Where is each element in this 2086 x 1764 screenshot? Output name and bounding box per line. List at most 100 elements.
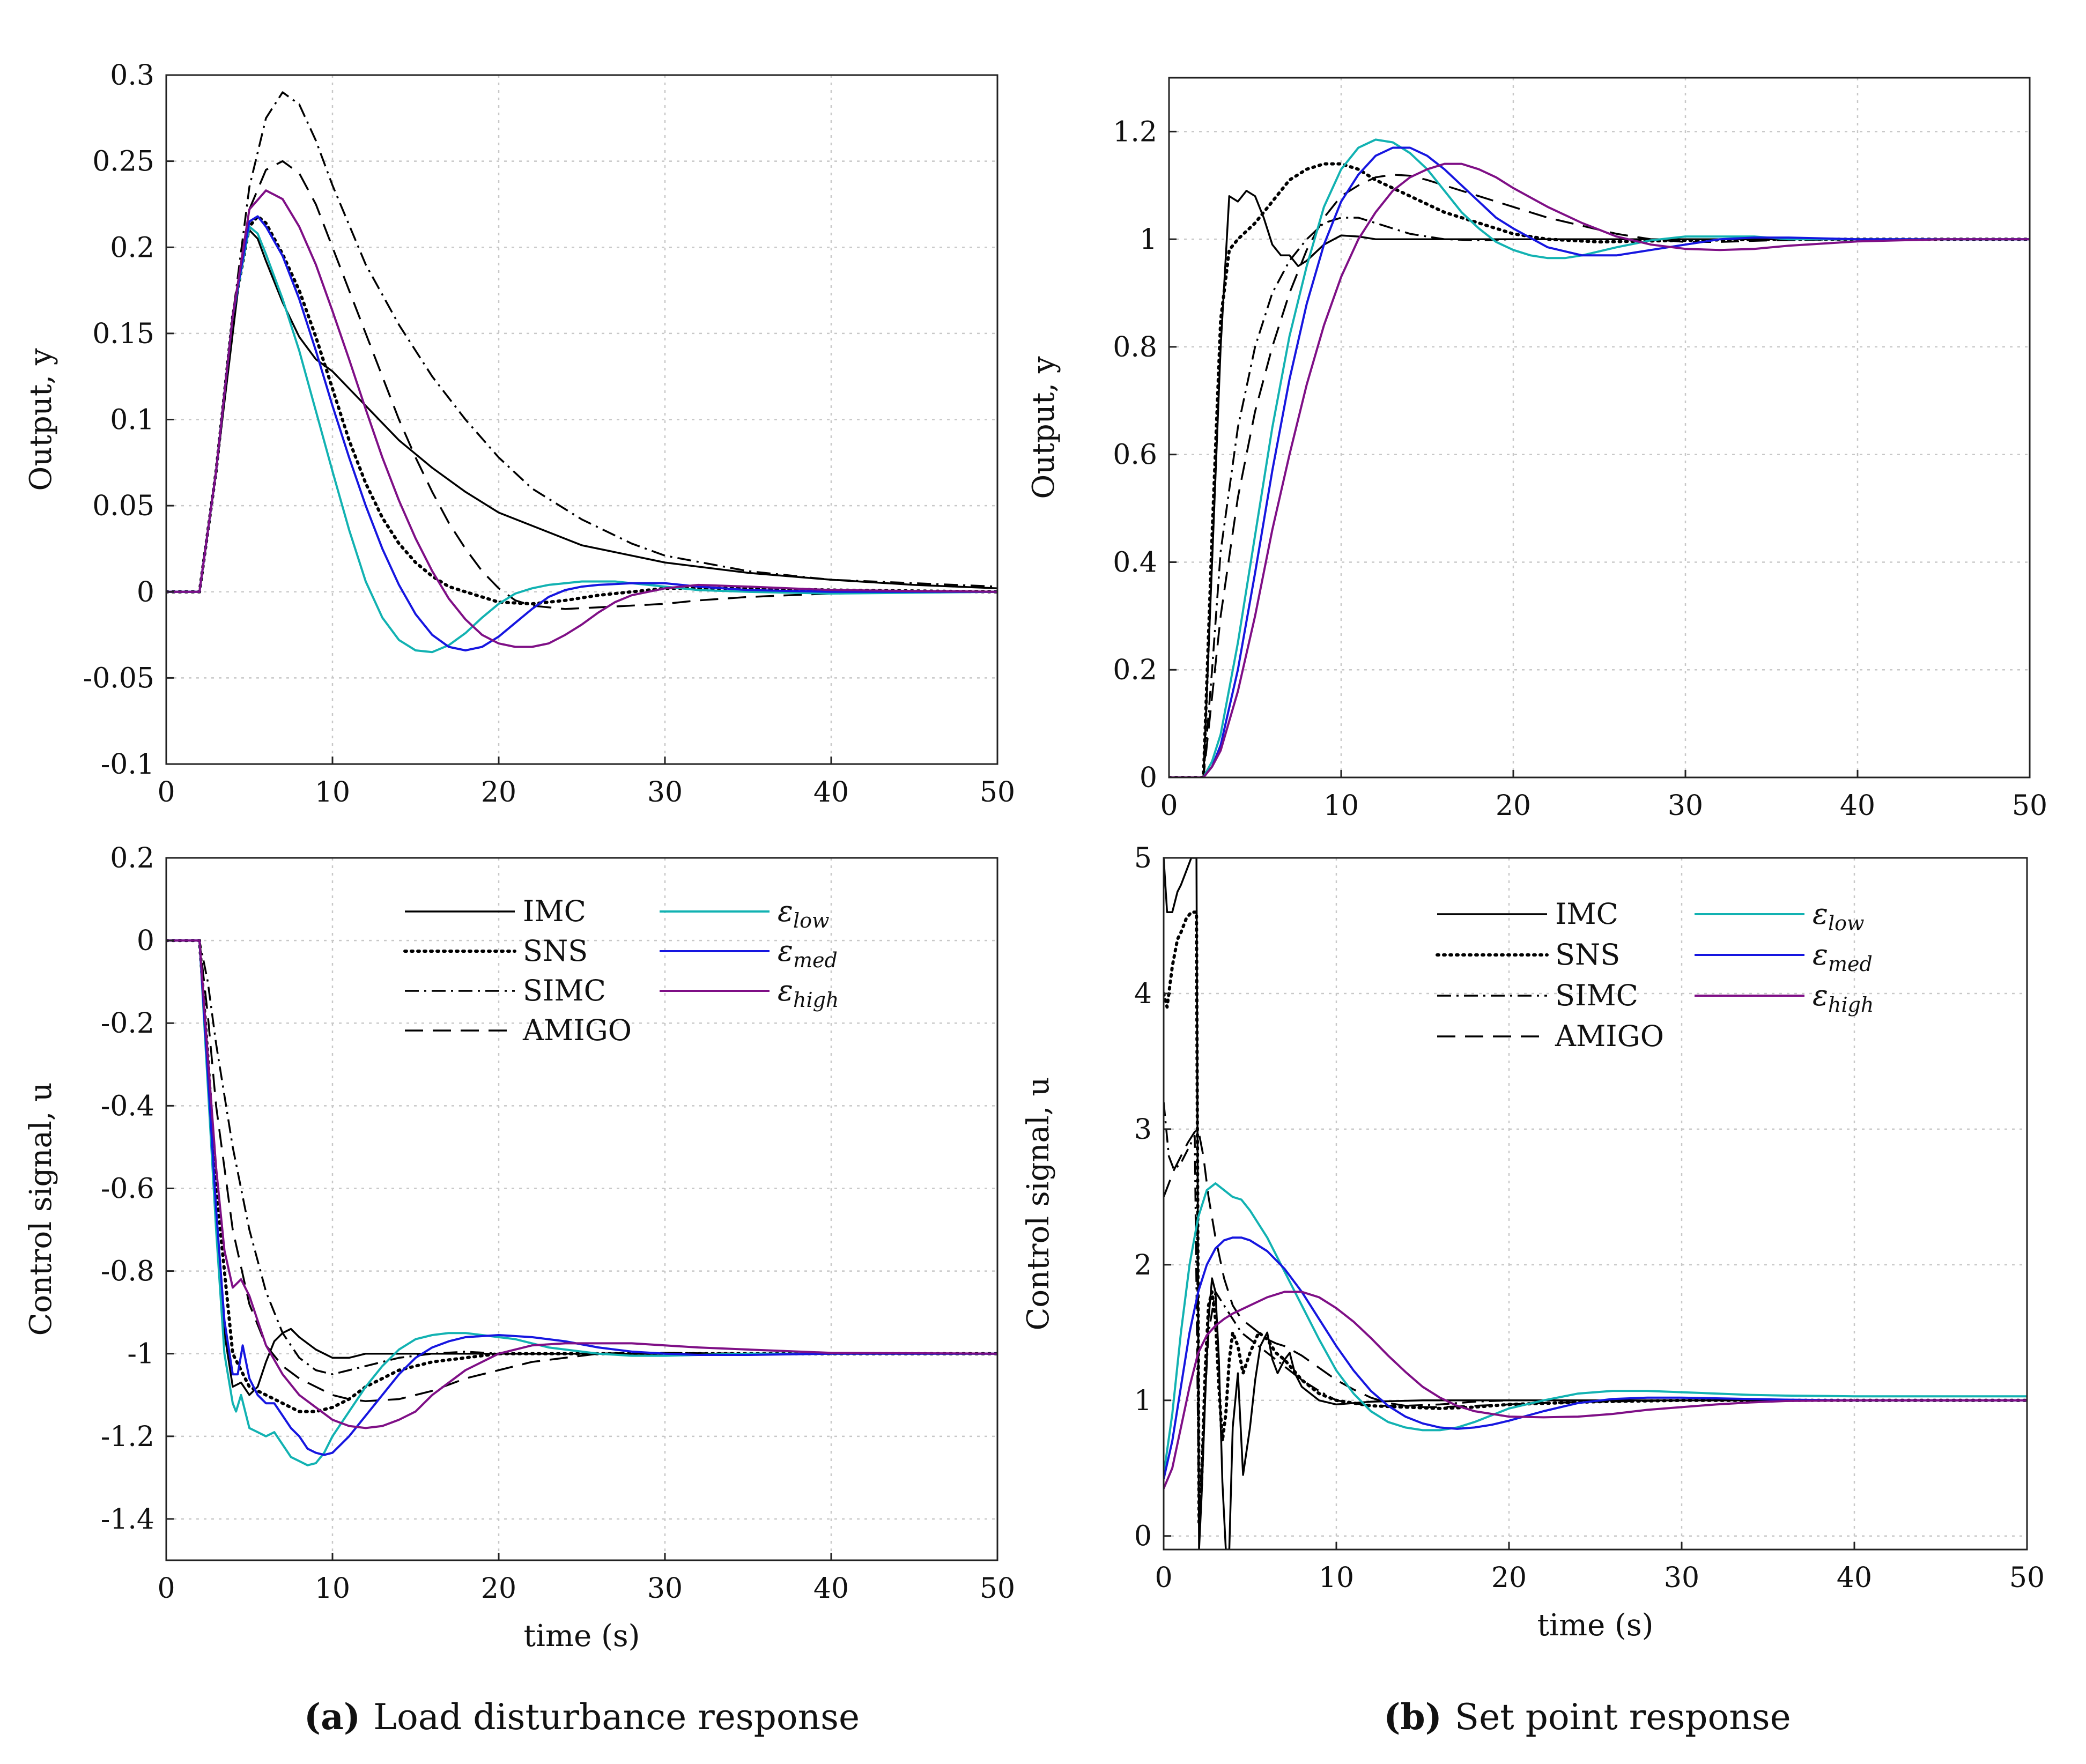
x-axis-label: time (s) [524, 1619, 640, 1654]
caption-b: (b) Set point response [1384, 1696, 1791, 1738]
y-tick-label: 0 [1140, 762, 1157, 794]
x-tick-label: 10 [1319, 1562, 1354, 1594]
y-tick-label: 0.8 [1113, 331, 1157, 364]
y-tick-label: -1.2 [101, 1421, 154, 1453]
x-tick-label: 30 [647, 1573, 683, 1605]
y-tick-label: -0.05 [83, 662, 154, 694]
series-line-low [166, 225, 997, 654]
series-line-high [1169, 162, 2030, 777]
y-tick-label: -1 [127, 1338, 154, 1370]
series-line-amigo [1169, 173, 2030, 777]
y-tick-label: 1.2 [1113, 116, 1157, 148]
y-axis-label: Output, y [1026, 356, 1061, 499]
y-tick-label: 1 [1134, 1385, 1152, 1417]
y-tick-label: 4 [1134, 978, 1152, 1010]
legend-label-imc: IMC [523, 894, 586, 928]
tick-labels: 0 10 20 30 40 50 0 0.2 0.4 0.6 0.8 1 1.2 [1113, 116, 2047, 822]
series-line-sns [1169, 162, 2030, 777]
x-tick-label: 50 [980, 1573, 1015, 1605]
x-tick-label: 40 [1840, 790, 1875, 822]
series-line-imc [166, 939, 997, 1396]
y-tick-label: -1.4 [101, 1503, 154, 1536]
y-tick-label: -0.8 [101, 1256, 154, 1288]
legend-label-low: εlow [778, 894, 830, 932]
chart-set-point-output: 0 10 20 30 40 50 0 0.2 0.4 0.6 0.8 1 1.2 Output, y [1026, 77, 2047, 822]
series-line-sns [1164, 910, 2027, 1524]
x-tick-label: 20 [481, 776, 516, 809]
series-line-low [1164, 1182, 2027, 1476]
x-tick-label: 40 [813, 1573, 849, 1605]
x-tick-label: 40 [1837, 1562, 1872, 1594]
legend-label-amigo: AMIGO [1555, 1019, 1664, 1053]
x-tick-label: 20 [1496, 790, 1531, 822]
y-tick-label: 0.3 [110, 60, 154, 92]
y-axis-label: Control signal, u [1021, 1077, 1056, 1331]
y-tick-label: 0.15 [92, 318, 154, 350]
x-tick-label: 20 [481, 1573, 516, 1605]
series-line-imc [166, 229, 997, 593]
x-tick-label: 10 [315, 776, 350, 809]
series-line-low [1169, 138, 2030, 777]
plot-frame [1168, 77, 2031, 779]
x-tick-label: 10 [1323, 790, 1359, 822]
grid [1168, 78, 2031, 779]
series-line-med [166, 939, 997, 1456]
x-axis-label: time (s) [1537, 1608, 1654, 1643]
series-line-sns [166, 214, 997, 606]
series-line-sns [166, 939, 997, 1413]
series-line-simc [166, 939, 997, 1375]
legend-label-simc: SIMC [523, 974, 606, 1007]
series-line-amigo [166, 160, 997, 610]
series-layer [1164, 858, 2027, 1550]
series-line-imc [1164, 858, 2027, 1550]
chart-load-disturbance-output: 0 10 20 30 40 50 -0.1 -0.05 0 0.05 0.1 0.15 0.2 0.25 0… [24, 60, 1015, 809]
tick-labels: 0 10 20 30 40 50 -1.4 -1.2 -1 -0.8 -0.6 -0.4 -0.2 0 0.… [101, 842, 1015, 1605]
y-tick-label: 0.2 [110, 842, 154, 874]
x-tick-label: 20 [1491, 1562, 1527, 1594]
legend-label-imc: IMC [1555, 897, 1618, 931]
caption-b-text: Set point response [1455, 1696, 1791, 1738]
caption-a-letter: (a) [304, 1696, 360, 1738]
y-tick-label: 5 [1134, 842, 1152, 874]
legend-label-high: εhigh [778, 974, 839, 1012]
series-line-simc [166, 91, 997, 593]
y-tick-label: 0.4 [1113, 546, 1157, 579]
y-tick-label: 0 [1134, 1521, 1152, 1553]
tick-labels: 0 10 20 30 40 50 -0.1 -0.05 0 0.05 0.1 0.15 0.2 0.25 0… [83, 60, 1015, 809]
x-tick-label: 50 [2009, 1562, 2045, 1594]
x-tick-label: 0 [157, 1573, 175, 1605]
x-tick-label: 50 [2012, 790, 2047, 822]
y-axis-label: Output, y [24, 348, 58, 491]
series-layer [166, 939, 997, 1466]
y-tick-label: 0.2 [110, 232, 154, 264]
y-tick-label: 3 [1134, 1114, 1152, 1146]
series-line-high [166, 939, 997, 1429]
y-tick-label: 0 [137, 925, 154, 957]
x-tick-label: 0 [1155, 1562, 1172, 1594]
y-tick-label: -0.2 [101, 1007, 154, 1040]
y-tick-label: 0.2 [1113, 654, 1157, 686]
legend-label-med: εmed [778, 934, 838, 972]
series-line-amigo [1164, 1128, 2027, 1409]
y-axis-label: Control signal, u [24, 1083, 58, 1336]
legend-label-amigo: AMIGO [522, 1013, 632, 1047]
x-tick-label: 30 [1668, 790, 1703, 822]
y-tick-label: -0.6 [101, 1173, 154, 1205]
legend-label-low: εlow [1813, 897, 1865, 935]
y-tick-label: 0.05 [92, 490, 154, 522]
series-layer [1169, 138, 2030, 777]
series-layer [166, 91, 997, 654]
tick-labels: 0 10 20 30 40 50 0 1 2 3 4 5 [1134, 842, 2045, 1594]
series-line-high [166, 189, 997, 648]
x-tick-label: 30 [1664, 1562, 1699, 1594]
caption-b-letter: (b) [1384, 1696, 1442, 1738]
x-tick-label: 30 [647, 776, 683, 809]
legend-label-high: εhigh [1813, 979, 1874, 1017]
legend-label-sns: SNS [1555, 938, 1620, 972]
series-line-low [166, 939, 997, 1466]
legend-label-sns: SNS [523, 934, 588, 968]
series-line-med [1169, 146, 2030, 777]
series-line-high [1164, 1291, 2027, 1489]
y-tick-label: 0.1 [110, 404, 154, 436]
